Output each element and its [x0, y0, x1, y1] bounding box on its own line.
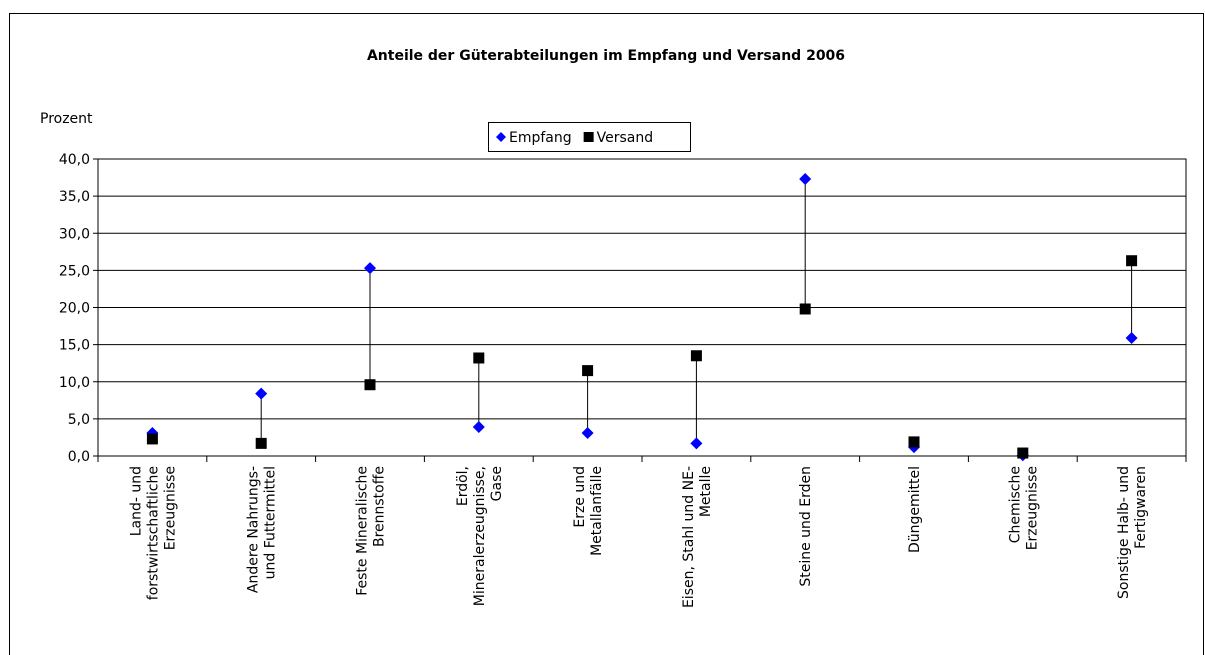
versand-point: [473, 352, 485, 364]
x-tick-label: Erdöl,Mineralerzeugnisse,Gase: [455, 466, 505, 606]
versand-point: [690, 350, 702, 362]
empfang-point: [1125, 331, 1138, 344]
x-tick-label-group: ChemischeErzeugnisse: [1007, 466, 1040, 550]
x-tick-label-line: Brennstoffe: [372, 466, 388, 547]
legend-label: Empfang: [509, 130, 572, 146]
x-tick-label-group: Eisen, Stahl und NE-Metalle: [681, 466, 714, 608]
x-tick-label-group: Erze undMetallanfälle: [572, 466, 605, 556]
x-tick-label: Eisen, Stahl und NE-Metalle: [681, 466, 714, 608]
x-tick-label-group: Düngemittel: [907, 466, 923, 553]
x-tick-label-line: forstwirtschaftliche: [145, 466, 161, 600]
y-tick-label: 40,0: [59, 152, 90, 168]
x-tick-label-line: Sonstige Halb- und: [1116, 466, 1132, 599]
x-tick-label-line: Andere Nahrungs-: [246, 466, 262, 593]
x-tick-label-line: Fertigwaren: [1133, 466, 1149, 549]
legend-marker: [496, 132, 506, 142]
versand-point: [799, 303, 811, 315]
y-tick-label: 25,0: [59, 263, 90, 279]
y-tick-label: 5,0: [68, 412, 90, 428]
x-tick-label-line: Metalle: [698, 466, 714, 517]
x-tick-label-line: Düngemittel: [907, 466, 923, 553]
x-tick-label-group: Land- undforstwirtschaftlicheErzeugnisse: [128, 466, 178, 600]
x-tick-label-line: Eisen, Stahl und NE-: [681, 466, 697, 608]
versand-point: [908, 436, 920, 448]
x-tick-label-line: Gase: [489, 466, 505, 501]
versand-point: [146, 433, 158, 445]
x-tick-label-group: Erdöl,Mineralerzeugnisse,Gase: [455, 466, 505, 606]
x-tick-label-line: Chemische: [1007, 466, 1023, 543]
x-tick-label-line: Erdöl,: [455, 466, 471, 506]
y-tick-label: 20,0: [59, 301, 90, 317]
x-tick-label-line: Erzeugnisse: [1024, 466, 1040, 550]
x-tick-label-group: Sonstige Halb- undFertigwaren: [1116, 466, 1149, 599]
x-tick-label: Steine und Erden: [798, 466, 814, 587]
x-tick-label-line: und Futtermittel: [263, 466, 279, 579]
chart-title: Anteile der Güterabteilungen im Empfang …: [367, 48, 845, 64]
x-tick-label: Land- undforstwirtschaftlicheErzeugnisse: [128, 466, 178, 600]
empfang-point: [690, 437, 703, 450]
x-tick-label-line: Feste Mineralische: [355, 466, 371, 596]
x-tick-label: Feste MineralischeBrennstoffe: [355, 466, 388, 596]
versand-point: [255, 437, 267, 449]
y-tick-label: 15,0: [59, 338, 90, 354]
y-tick-label: 10,0: [59, 375, 90, 391]
x-tick-label-line: Erze und: [572, 466, 588, 528]
x-tick-label-line: Steine und Erden: [798, 466, 814, 587]
y-tick-label: 35,0: [59, 189, 90, 205]
x-tick-label-line: Metallanfälle: [589, 466, 605, 556]
empfang-point: [472, 421, 485, 434]
x-tick-label: Düngemittel: [907, 466, 923, 553]
x-tick-label-group: Feste MineralischeBrennstoffe: [355, 466, 388, 596]
x-tick-label: Sonstige Halb- undFertigwaren: [1116, 466, 1149, 599]
empfang-point: [255, 387, 268, 400]
legend-label: Versand: [597, 130, 654, 146]
x-tick-label: ChemischeErzeugnisse: [1007, 466, 1040, 550]
x-tick-label: Erze undMetallanfälle: [572, 466, 605, 556]
empfang-point: [581, 426, 594, 439]
empfang-point: [364, 262, 376, 275]
x-tick-label-line: Land- und: [128, 466, 144, 536]
x-tick-label-group: Steine und Erden: [798, 466, 814, 587]
x-tick-label-group: Andere Nahrungs-und Futtermittel: [246, 466, 279, 593]
versand-point: [582, 365, 594, 377]
x-tick-label-line: Mineralerzeugnisse,: [472, 466, 488, 606]
versand-point: [1126, 255, 1138, 267]
empfang-point: [799, 173, 812, 186]
chart-border: [9, 13, 1204, 655]
y-tick-label: 30,0: [59, 226, 90, 242]
legend-marker: [583, 132, 594, 142]
versand-point: [1017, 447, 1029, 459]
versand-point: [364, 379, 376, 391]
y-axis-label: Prozent: [40, 111, 93, 127]
x-tick-label: Andere Nahrungs-und Futtermittel: [246, 466, 279, 593]
y-tick-label: 0,0: [68, 449, 90, 465]
x-tick-label-line: Erzeugnisse: [162, 466, 178, 550]
